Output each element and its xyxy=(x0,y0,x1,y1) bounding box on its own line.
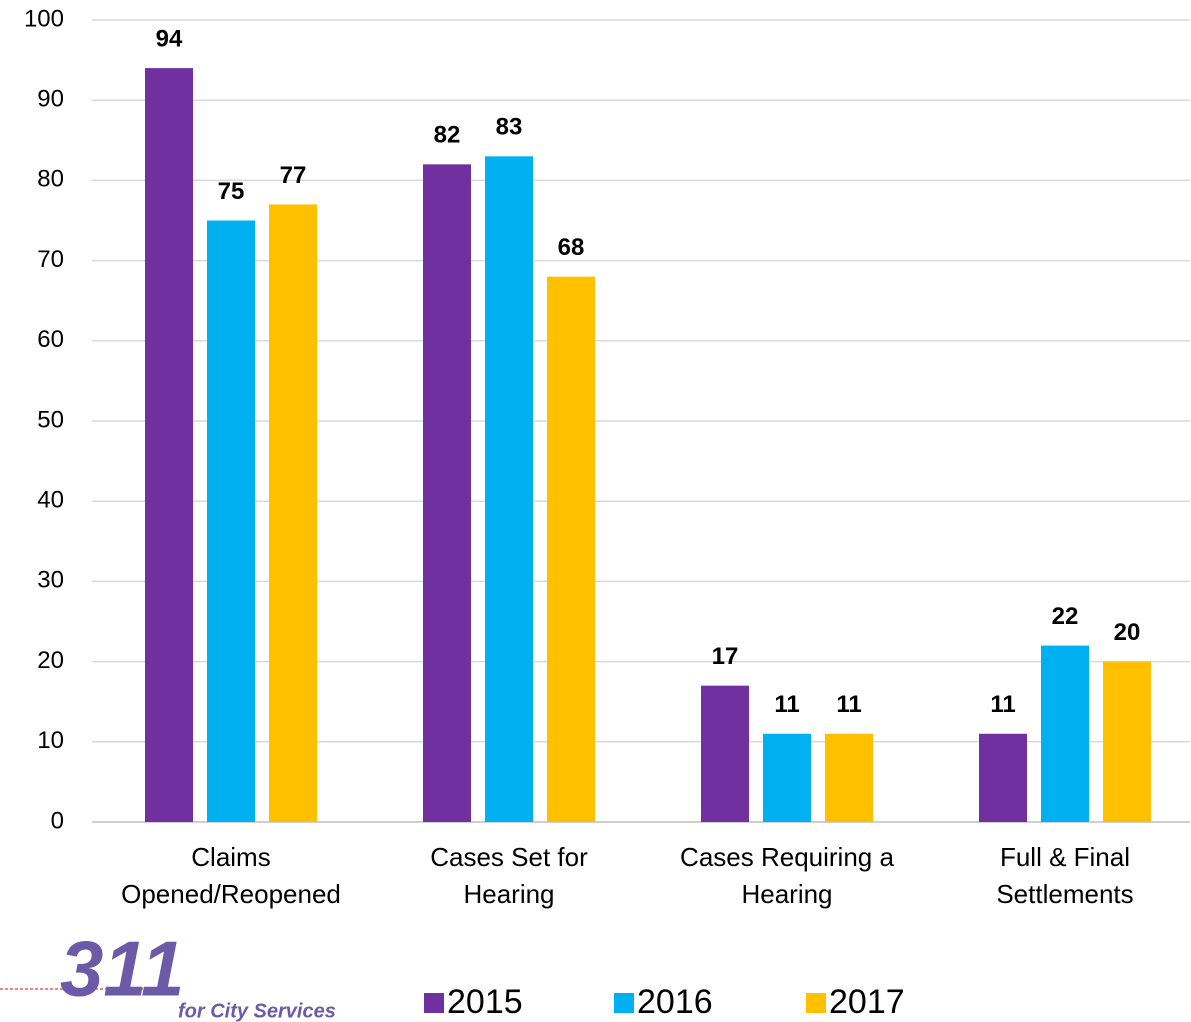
value-label: 94 xyxy=(156,25,183,52)
value-label: 83 xyxy=(496,114,523,141)
y-tick-label: 100 xyxy=(24,5,64,32)
x-tick-label: Opened/Reopened xyxy=(121,879,341,909)
value-label: 17 xyxy=(712,643,739,670)
bar xyxy=(547,276,595,822)
y-tick-label: 0 xyxy=(51,807,64,834)
legend-label: 2015 xyxy=(447,983,523,1021)
y-tick-label: 10 xyxy=(37,727,64,754)
bar xyxy=(1103,661,1151,822)
bar xyxy=(701,685,749,822)
x-tick-label: Claims xyxy=(191,842,270,872)
value-label: 11 xyxy=(774,691,799,718)
bar xyxy=(1041,645,1089,822)
y-tick-label: 30 xyxy=(37,567,64,594)
x-tick-label: Hearing xyxy=(741,879,832,909)
x-tick-label: Settlements xyxy=(996,879,1133,909)
x-tick-label: Hearing xyxy=(463,879,554,909)
value-label: 82 xyxy=(434,122,461,149)
value-label: 22 xyxy=(1052,603,1079,630)
y-tick-label: 80 xyxy=(37,166,64,193)
bar xyxy=(763,733,811,822)
legend-swatch xyxy=(806,993,826,1013)
bar xyxy=(485,156,533,823)
bar xyxy=(825,733,873,822)
bar xyxy=(269,204,317,822)
value-label: 11 xyxy=(836,691,861,718)
x-tick-label: Cases Requiring a xyxy=(680,842,894,872)
y-tick-label: 60 xyxy=(37,326,64,353)
bar xyxy=(145,68,193,823)
logo: 311 for City Services xyxy=(0,925,336,1022)
y-tick-label: 20 xyxy=(37,647,64,674)
logo-subtitle: for City Services xyxy=(178,1000,336,1022)
legend-swatch xyxy=(424,993,444,1013)
x-tick-label: Full & Final xyxy=(1000,842,1130,872)
x-tick-label: Cases Set for xyxy=(430,842,588,872)
legend-label: 2016 xyxy=(637,983,713,1021)
y-tick-label: 40 xyxy=(37,487,64,514)
value-label: 11 xyxy=(990,691,1015,718)
y-tick-label: 50 xyxy=(37,406,64,433)
bar xyxy=(207,220,255,822)
value-label: 20 xyxy=(1114,619,1141,646)
legend-swatch xyxy=(614,993,634,1013)
value-label: 68 xyxy=(558,234,585,261)
bar xyxy=(423,164,471,823)
logo-text: 311 xyxy=(60,925,184,1013)
y-tick-label: 70 xyxy=(37,246,64,273)
y-tick-label: 90 xyxy=(37,86,64,113)
value-label: 75 xyxy=(218,178,245,205)
legend-label: 2017 xyxy=(829,983,905,1021)
value-label: 77 xyxy=(280,162,307,189)
bar xyxy=(979,733,1027,822)
